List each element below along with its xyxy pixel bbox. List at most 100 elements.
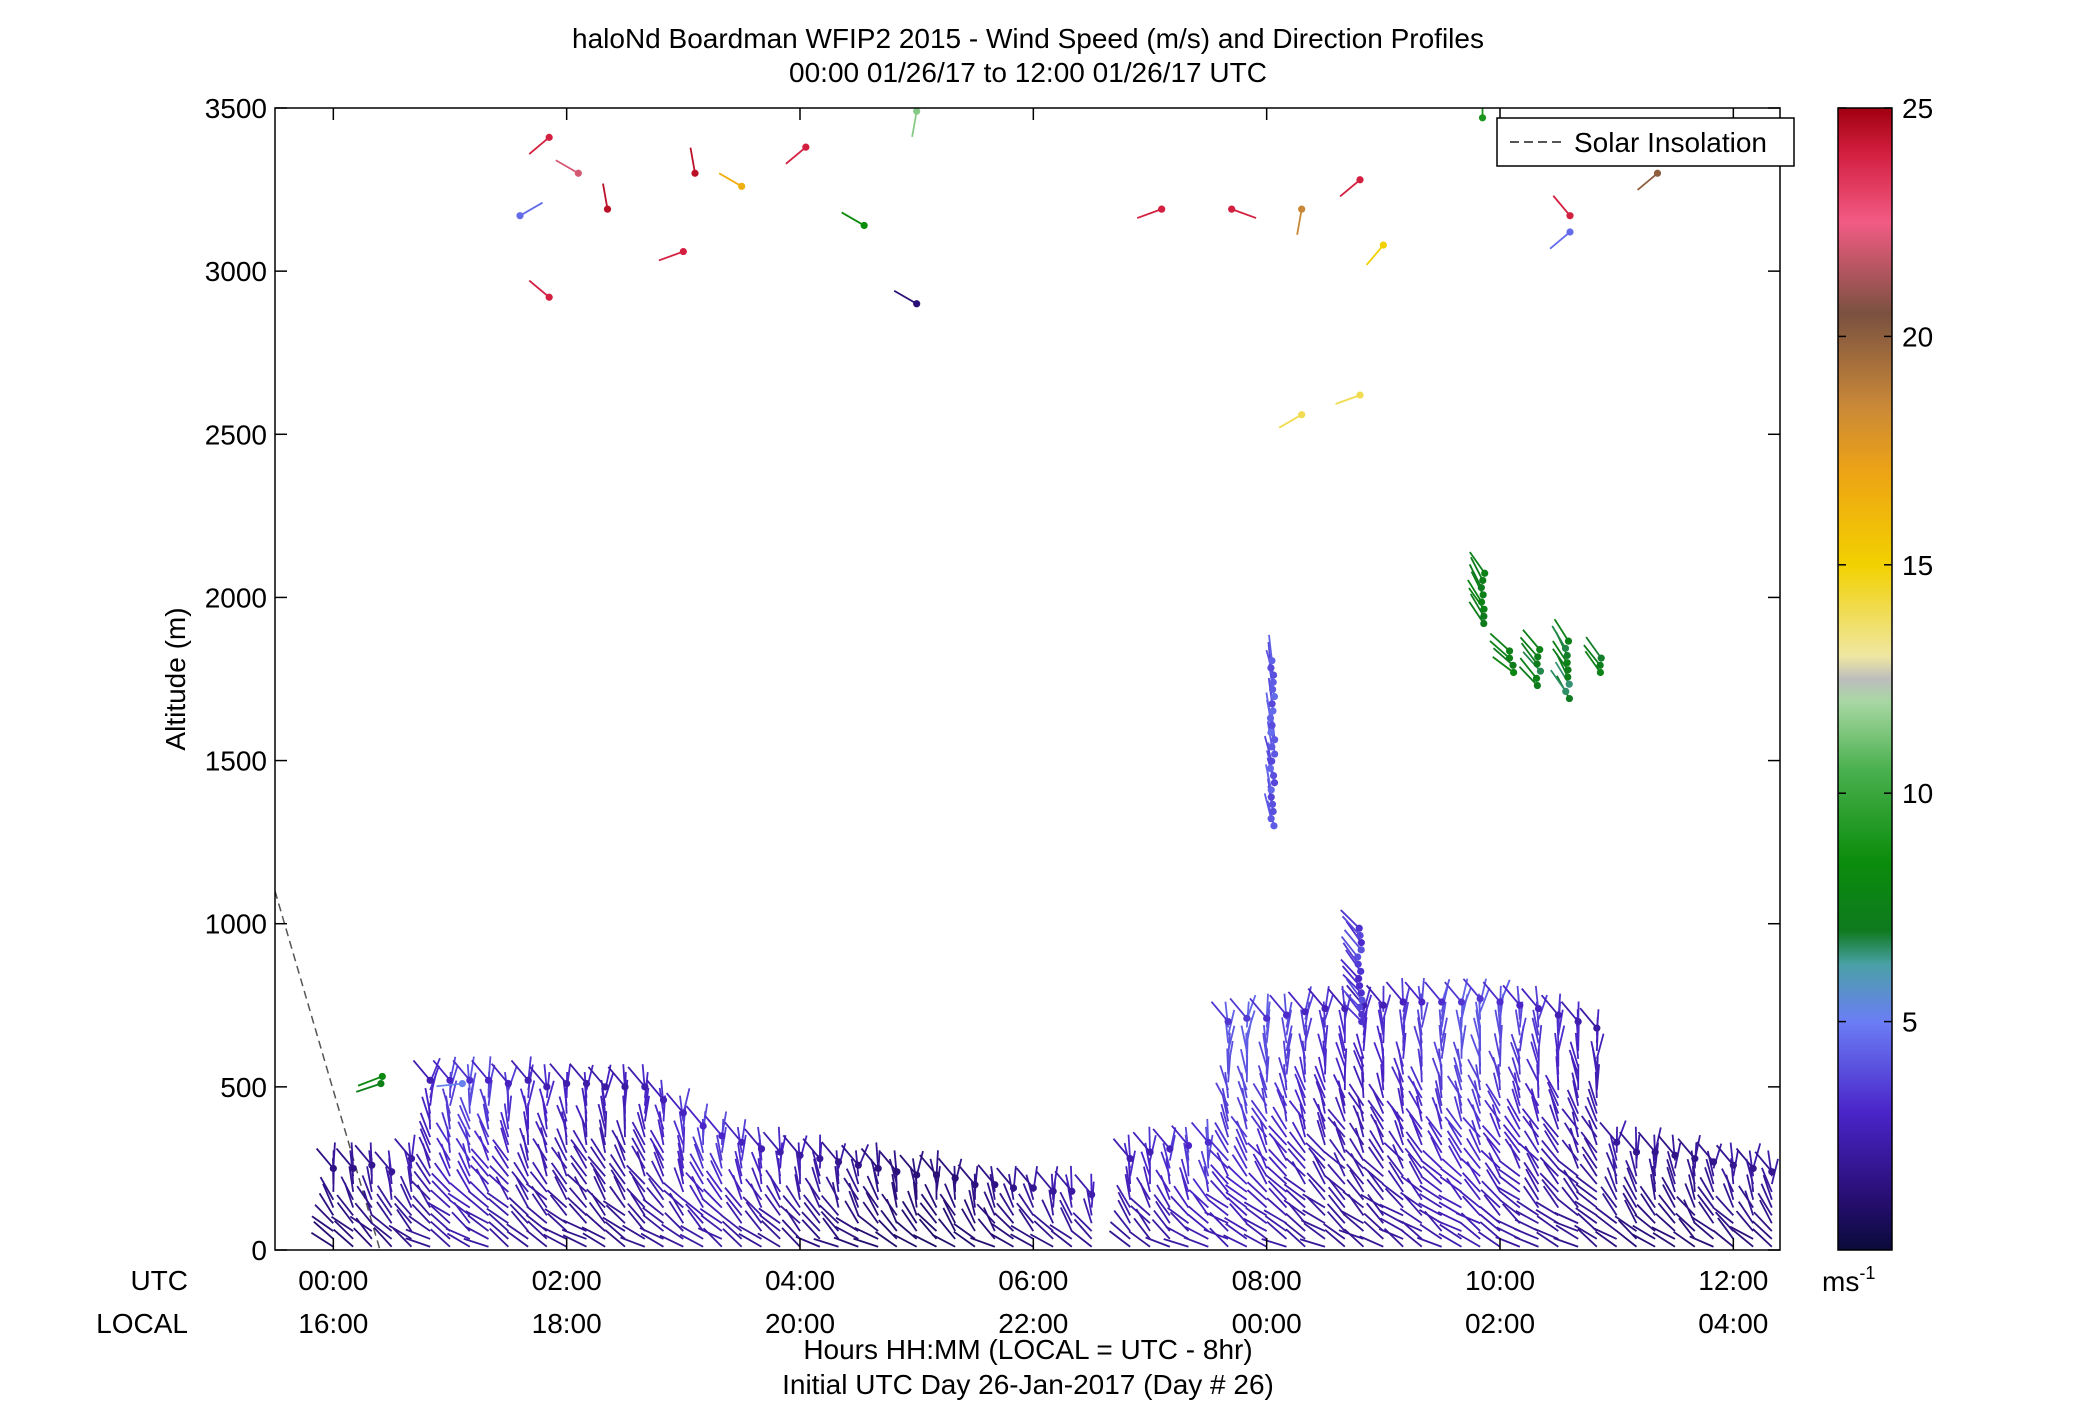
wind-barb	[1215, 1082, 1229, 1107]
y-tick-label: 0	[251, 1235, 267, 1266]
wind-barb-top-dot	[1418, 998, 1426, 1006]
wind-barb	[1348, 1122, 1365, 1146]
wind-barb	[582, 1232, 606, 1248]
wind-barb	[546, 1189, 568, 1209]
wind-barb	[1688, 1174, 1696, 1200]
wind-barb-top-dot	[563, 1079, 571, 1088]
wind-barb	[608, 1162, 626, 1185]
wind-barb	[1652, 1232, 1676, 1248]
wind-barb-cluster	[1519, 657, 1538, 679]
wind-barb	[1285, 1228, 1306, 1248]
wind-barb	[1455, 1212, 1481, 1225]
wind-barb	[845, 1168, 860, 1193]
wind-barb-top	[549, 1063, 568, 1085]
wind-barb	[1373, 1041, 1385, 1067]
wind-barb	[1018, 1193, 1035, 1216]
wind-barb	[1378, 1228, 1404, 1240]
wind-barb	[1129, 1197, 1151, 1217]
wind-barb	[875, 1142, 880, 1169]
wind-barb-cluster-dot	[1477, 598, 1486, 606]
wind-barb	[430, 1204, 451, 1224]
wind-barb	[1211, 1170, 1229, 1193]
wind-barb	[1148, 1126, 1151, 1153]
wind-barb-cluster-dot	[1271, 736, 1279, 744]
wind-barb	[1557, 1198, 1579, 1217]
wind-barb	[697, 1227, 723, 1240]
wind-barb-top	[1365, 984, 1385, 1006]
wind-barb	[1245, 1010, 1256, 1036]
wind-barb	[1420, 1001, 1429, 1028]
wind-barb	[1283, 1176, 1306, 1193]
wind-barb-top	[1560, 1001, 1579, 1023]
wind-barb	[1524, 1177, 1540, 1201]
wind-barb	[1526, 1058, 1540, 1083]
wind-barb	[803, 1201, 821, 1224]
wind-barb	[322, 1183, 335, 1208]
wind-barb	[486, 1207, 509, 1224]
wind-barb	[399, 1175, 413, 1201]
wind-barb-top-dot	[1534, 1004, 1543, 1013]
wind-barb	[1625, 1159, 1638, 1185]
wind-barb	[689, 1184, 704, 1209]
wind-barb-cluster	[1492, 647, 1514, 666]
wind-barb	[1440, 1032, 1447, 1059]
wind-barb-top	[802, 1138, 821, 1160]
wind-barb	[850, 1158, 860, 1185]
wind-barb	[1323, 1223, 1346, 1240]
wind-barb	[825, 1176, 840, 1201]
wind-barb	[857, 1214, 879, 1232]
wind-barb-top	[704, 1115, 723, 1137]
wind-barb	[1676, 1196, 1696, 1217]
wind-barb	[1507, 1066, 1521, 1091]
wind-barb	[1398, 1009, 1405, 1036]
wind-barb-point-dot	[1228, 205, 1236, 213]
wind-barb-top-dot	[1009, 1184, 1018, 1192]
wind-barbs-layer	[310, 108, 1779, 1248]
wind-barb	[1214, 1129, 1229, 1154]
wind-barb	[1359, 1235, 1384, 1248]
wind-barb	[1231, 1154, 1248, 1177]
wind-barb-point	[841, 211, 865, 227]
wind-barb	[1446, 1177, 1463, 1201]
wind-barb	[1614, 1215, 1638, 1232]
wind-barb	[1338, 1025, 1346, 1052]
wind-barb	[350, 1142, 355, 1169]
wind-barb	[1684, 1183, 1696, 1208]
wind-barb-top	[1054, 1170, 1073, 1192]
wind-barb	[1229, 1203, 1248, 1224]
y-tick-label: 500	[220, 1072, 267, 1103]
wind-barb	[1400, 1175, 1423, 1193]
wind-barb	[448, 1198, 471, 1217]
wind-barb	[1143, 1166, 1151, 1193]
wind-barb	[463, 1237, 489, 1248]
wind-barb-point	[658, 250, 684, 262]
wind-barb	[550, 1162, 568, 1185]
wind-barb	[1481, 1125, 1501, 1146]
wind-barb	[1219, 1065, 1230, 1091]
wind-barb	[1569, 1127, 1580, 1154]
wind-barb	[1153, 1194, 1171, 1216]
wind-barb	[1264, 1215, 1288, 1232]
wind-barb	[604, 1072, 614, 1099]
wind-barb-cluster	[1520, 642, 1538, 665]
wind-barb	[1515, 1210, 1539, 1225]
wind-barb	[457, 1121, 471, 1146]
wind-barb-top-dot	[1263, 1014, 1271, 1022]
wind-barb	[1360, 1193, 1384, 1209]
wind-barb	[314, 1204, 334, 1224]
wind-barb	[916, 1212, 938, 1232]
wind-barb	[1192, 1178, 1210, 1201]
wind-barb	[687, 1209, 704, 1232]
wind-barb-top	[1677, 1138, 1696, 1160]
wind-barb	[1653, 1134, 1657, 1161]
wind-barb	[1575, 1183, 1598, 1201]
wind-barb	[1384, 1187, 1404, 1209]
wind-barb	[1498, 1175, 1521, 1193]
wind-barb	[1553, 1220, 1579, 1232]
wind-barb	[1324, 1229, 1346, 1248]
wind-barb	[589, 1162, 606, 1185]
wind-barb	[1543, 1161, 1560, 1185]
wind-barb	[643, 1095, 651, 1122]
wind-barb	[392, 1227, 413, 1248]
wind-barb	[722, 1228, 743, 1248]
